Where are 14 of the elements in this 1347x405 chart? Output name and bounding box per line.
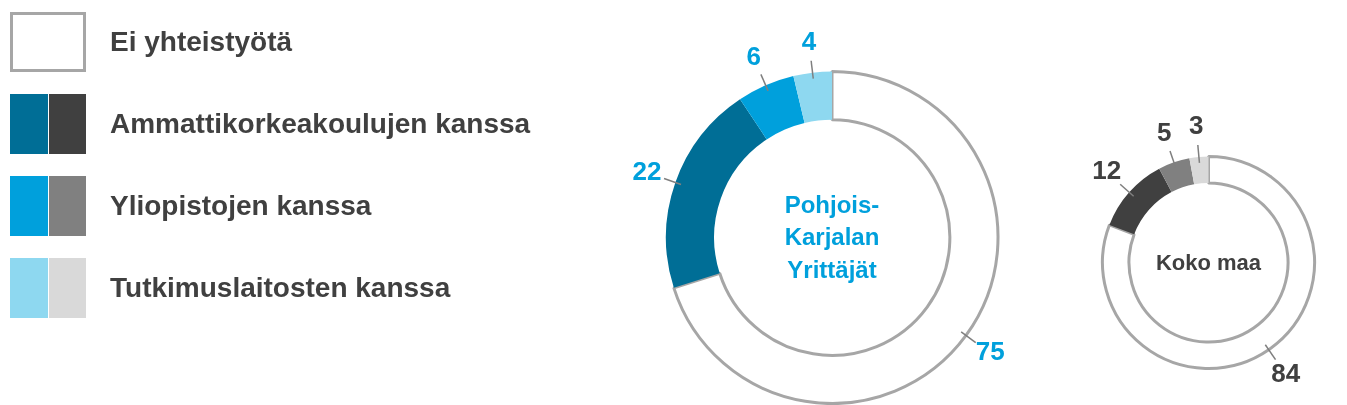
- data-label: 84: [1271, 357, 1301, 388]
- legend-label: Yliopistojen kanssa: [110, 190, 372, 222]
- legend-label: Ammattikorkeakoulujen kanssa: [110, 108, 531, 140]
- text: Pohjois-Karjalan Yrittäjät: [783, 189, 881, 285]
- data-label: 75: [975, 336, 1005, 367]
- data-label: 22: [632, 155, 662, 186]
- legend-label: Ei yhteistyötä: [110, 26, 293, 58]
- text: Koko maa: [1155, 248, 1262, 277]
- data-label: 6: [746, 41, 761, 71]
- data-label: 12: [1092, 155, 1122, 186]
- data-label: 4: [801, 26, 817, 57]
- legend-label: Tutkimuslaitosten kanssa: [110, 272, 451, 304]
- data-label: 5: [1156, 117, 1172, 148]
- data-label: 3: [1188, 110, 1204, 141]
